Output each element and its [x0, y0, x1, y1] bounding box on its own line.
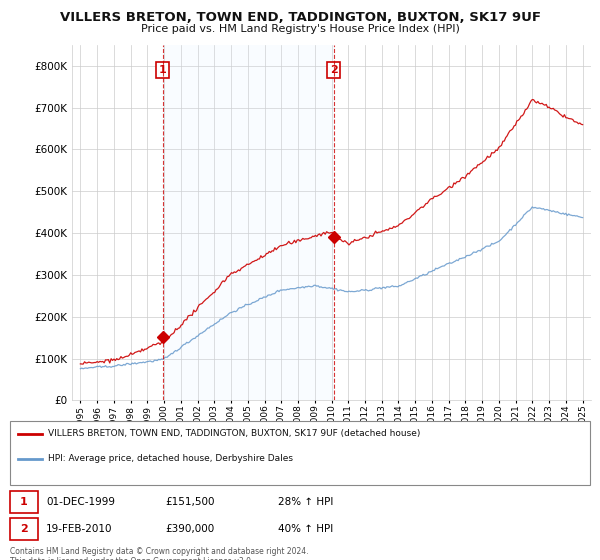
Text: £390,000: £390,000	[165, 524, 214, 534]
Text: £151,500: £151,500	[165, 497, 215, 507]
Text: Contains HM Land Registry data © Crown copyright and database right 2024.
This d: Contains HM Land Registry data © Crown c…	[10, 547, 308, 560]
Bar	[10, 518, 38, 540]
Bar	[10, 492, 38, 514]
Text: 28% ↑ HPI: 28% ↑ HPI	[278, 497, 334, 507]
Text: 2: 2	[330, 65, 338, 75]
Bar	[10, 421, 590, 486]
Text: 1: 1	[159, 65, 167, 75]
Text: VILLERS BRETON, TOWN END, TADDINGTON, BUXTON, SK17 9UF (detached house): VILLERS BRETON, TOWN END, TADDINGTON, BU…	[48, 430, 421, 438]
Bar	[163, 45, 334, 400]
Text: Price paid vs. HM Land Registry's House Price Index (HPI): Price paid vs. HM Land Registry's House …	[140, 24, 460, 34]
Text: 2: 2	[20, 524, 28, 534]
Text: VILLERS BRETON, TOWN END, TADDINGTON, BUXTON, SK17 9UF: VILLERS BRETON, TOWN END, TADDINGTON, BU…	[59, 11, 541, 24]
Text: 1: 1	[20, 497, 28, 507]
Text: 40% ↑ HPI: 40% ↑ HPI	[278, 524, 333, 534]
Text: 01-DEC-1999: 01-DEC-1999	[46, 497, 115, 507]
Text: HPI: Average price, detached house, Derbyshire Dales: HPI: Average price, detached house, Derb…	[48, 454, 293, 463]
Text: 19-FEB-2010: 19-FEB-2010	[46, 524, 113, 534]
